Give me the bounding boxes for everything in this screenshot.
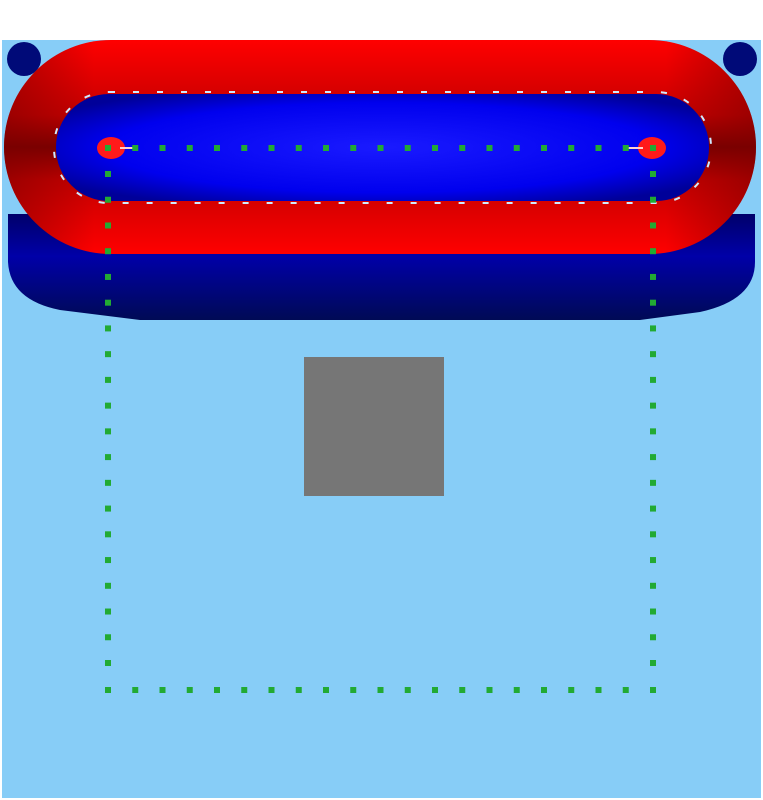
sensor-marker-top [404, 145, 411, 151]
sensor-marker-bottom [377, 687, 384, 693]
sensor-marker-bottom [459, 687, 466, 693]
sensor-marker-bottom [432, 687, 438, 693]
sensor-marker-right [650, 505, 656, 512]
sensor-marker-bottom [295, 687, 302, 693]
sensor-marker-left [105, 299, 111, 306]
sensor-marker-right [650, 325, 656, 332]
sensor-marker-left [105, 557, 111, 564]
sensor-marker-top [432, 145, 438, 151]
sensor-marker-bottom [159, 687, 166, 693]
sensor-marker-left [105, 222, 111, 229]
sensor-marker-right [650, 351, 656, 358]
sensor-marker-bottom [268, 687, 275, 693]
sensor-marker-left [105, 428, 111, 435]
sensor-marker-right [650, 608, 656, 615]
sensor-marker-left [105, 376, 111, 383]
sensor-marker-top [159, 145, 166, 151]
sensor-marker-left [105, 196, 111, 203]
sensor-marker-top [541, 145, 547, 151]
sensor-marker-left [105, 402, 111, 409]
sensor-marker-right [650, 531, 656, 538]
sensor-marker-right [650, 171, 656, 177]
sensor-marker-top [568, 145, 575, 151]
page-top-band [0, 0, 763, 40]
sensor-marker-left [105, 454, 111, 461]
sensor-marker-right [650, 557, 656, 564]
sensor-marker-top [323, 145, 329, 151]
sensor-marker-right [650, 376, 656, 383]
sensor-marker-left [105, 634, 111, 641]
sensor-marker-top [295, 145, 302, 151]
sensor-marker-bottom [323, 687, 329, 693]
sensor-marker-top [105, 145, 111, 151]
sensor-marker-bottom [350, 687, 357, 693]
sensor-marker-right [650, 248, 656, 255]
sensor-marker-top [486, 145, 493, 151]
sensor-marker-top [377, 145, 384, 151]
sensor-marker-left [105, 608, 111, 615]
sensor-marker-left [105, 273, 111, 280]
sensor-marker-bottom [404, 687, 411, 693]
sensor-marker-right [650, 273, 656, 280]
sensor-marker-right [650, 222, 656, 229]
sensor-marker-right [650, 299, 656, 306]
sensor-marker-bottom [105, 687, 111, 693]
sensor-marker-grid [105, 145, 656, 693]
obstacle-square [304, 357, 444, 496]
sensor-marker-bottom [132, 687, 139, 693]
sensor-marker-top [650, 145, 656, 151]
sensor-marker-bottom [568, 687, 575, 693]
sensor-marker-right [650, 454, 656, 461]
sensor-marker-left [105, 479, 111, 486]
sensor-marker-bottom [241, 687, 248, 693]
sensor-marker-top [214, 145, 220, 151]
sensor-marker-top [268, 145, 275, 151]
sensor-marker-top [132, 145, 139, 151]
sensor-marker-right [650, 634, 656, 641]
sensor-marker-left [105, 582, 111, 589]
sensor-marker-top [186, 145, 193, 151]
corner-blob-left [7, 42, 41, 76]
sensor-marker-bottom [595, 687, 602, 693]
sensor-marker-right [650, 402, 656, 409]
sensor-marker-bottom [186, 687, 193, 693]
sensor-marker-right [650, 196, 656, 203]
sensor-marker-right [650, 428, 656, 435]
sensor-marker-bottom [486, 687, 493, 693]
sensor-marker-bottom [513, 687, 520, 693]
sensor-marker-bottom [214, 687, 220, 693]
sensor-marker-bottom [650, 687, 656, 693]
sensor-marker-top [513, 145, 520, 151]
sensor-marker-bottom [541, 687, 547, 693]
sensor-marker-left [105, 171, 111, 177]
sensor-marker-top [622, 145, 629, 151]
sensor-marker-left [105, 505, 111, 512]
sensor-marker-right [650, 660, 656, 666]
sensor-marker-top [350, 145, 357, 151]
sensor-marker-left [105, 325, 111, 332]
sensor-marker-top [595, 145, 602, 151]
sensor-marker-right [650, 582, 656, 589]
sensor-marker-top [241, 145, 248, 151]
sensor-marker-left [105, 660, 111, 666]
corner-blob-right [723, 42, 757, 76]
sensor-marker-top [459, 145, 466, 151]
sensor-marker-bottom [622, 687, 629, 693]
sensor-marker-left [105, 351, 111, 358]
sensor-marker-left [105, 531, 111, 538]
sensor-marker-left [105, 248, 111, 255]
sensor-marker-right [650, 479, 656, 486]
